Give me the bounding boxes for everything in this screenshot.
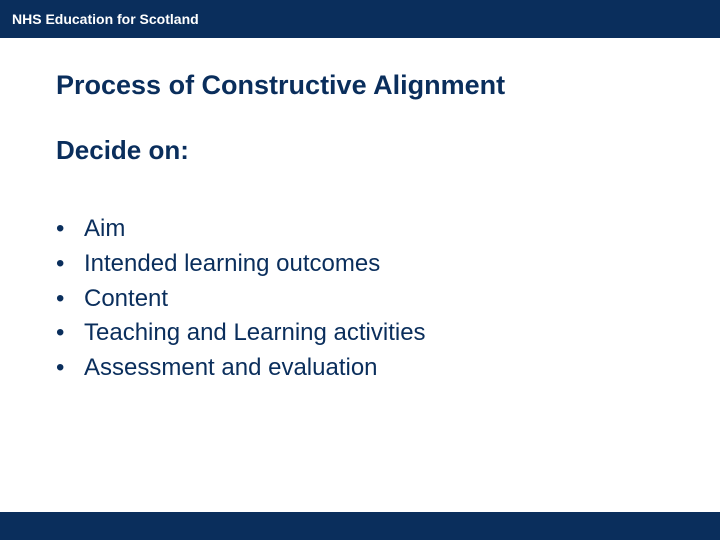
bullet-marker: • <box>56 351 84 386</box>
bullet-text: Content <box>84 282 168 317</box>
footer-bar <box>0 512 720 540</box>
bullet-list: • Aim • Intended learning outcomes • Con… <box>56 212 664 386</box>
bullet-marker: • <box>56 247 84 282</box>
list-item: • Intended learning outcomes <box>56 247 664 282</box>
bullet-text: Aim <box>84 212 125 247</box>
list-item: • Assessment and evaluation <box>56 351 664 386</box>
list-item: • Teaching and Learning activities <box>56 316 664 351</box>
list-item: • Aim <box>56 212 664 247</box>
bullet-text: Intended learning outcomes <box>84 247 380 282</box>
header-org-name: NHS Education for Scotland <box>12 11 199 27</box>
list-item: • Content <box>56 282 664 317</box>
slide-title: Process of Constructive Alignment <box>56 70 664 101</box>
bullet-marker: • <box>56 212 84 247</box>
bullet-marker: • <box>56 282 84 317</box>
header-bar: NHS Education for Scotland <box>0 0 720 38</box>
bullet-text: Teaching and Learning activities <box>84 316 426 351</box>
bullet-text: Assessment and evaluation <box>84 351 378 386</box>
bullet-marker: • <box>56 316 84 351</box>
slide-subtitle: Decide on: <box>56 135 664 166</box>
slide-content: Process of Constructive Alignment Decide… <box>0 38 720 386</box>
